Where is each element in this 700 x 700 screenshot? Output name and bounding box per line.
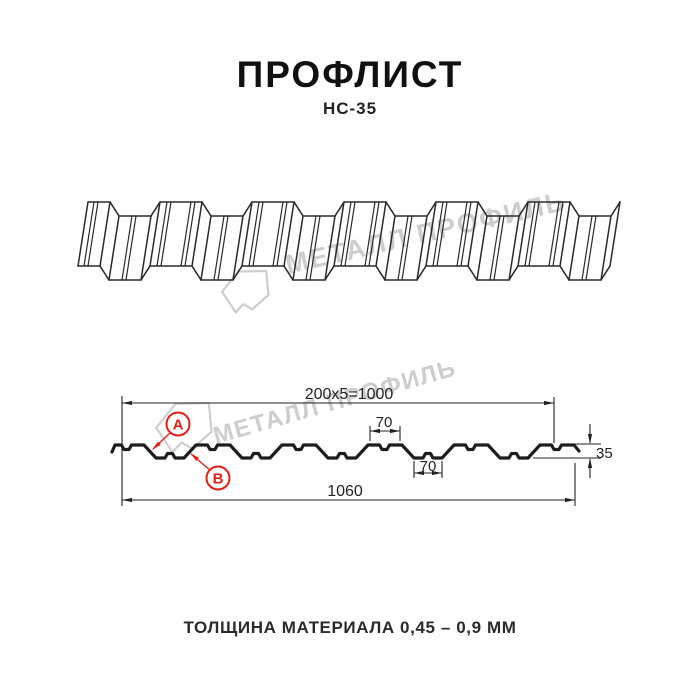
svg-text:200x5=1000: 200x5=1000 [305,386,394,403]
dimension-70-bottom-label: 70 [420,458,437,475]
dimension-1060-label: 1060 [327,483,363,500]
callout-a-circle [165,411,191,437]
svg-text:35: 35 [596,445,613,462]
page-title: ПРОФЛИСТ [236,54,464,95]
dimension-lines [121,396,601,506]
sheet-3d-view: МЕТАЛЛ ПРОФИЛЬ [77,186,621,314]
metal-profil-logo-icon [220,269,270,314]
svg-text:1060: 1060 [327,483,363,500]
svg-text:70: 70 [376,414,393,431]
sheet-3d-lines [77,201,621,281]
dimension-200x5-label: 200x5=1000 [305,386,394,403]
profile-code: НС-35 [322,99,378,118]
cross-section-view: МЕТАЛЛ ПРОФИЛЬ 200x5=1000 70 70 35 1060 … [110,354,613,506]
watermark-2: МЕТАЛЛ ПРОФИЛЬ [155,354,459,454]
callout-b-label: В [213,471,224,488]
callout-a-label: А [173,417,184,434]
watermark-1: МЕТАЛЛ ПРОФИЛЬ [220,186,569,314]
dimension-70-top-label: 70 [376,414,393,431]
profile-outline [110,443,581,460]
callout-leaders [152,432,211,471]
callout-marks: А В [152,411,231,491]
thickness-note: ТОЛЩИНА МАТЕРИАЛА 0,45 – 0,9 ММ [183,618,517,637]
dimension-35-label: 35 [596,445,613,462]
svg-text:70: 70 [420,458,437,475]
callout-b-circle [205,465,231,491]
